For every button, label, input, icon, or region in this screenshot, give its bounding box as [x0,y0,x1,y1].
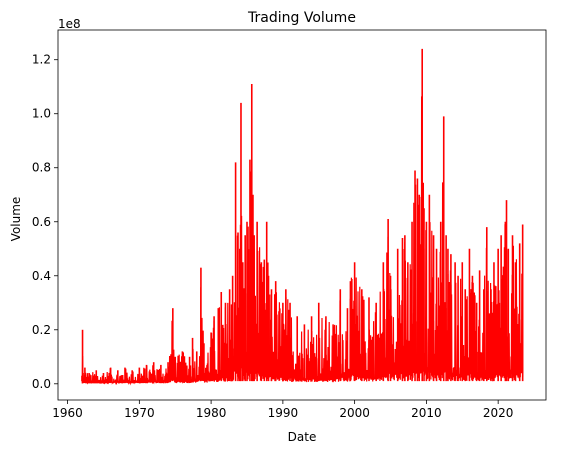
y-tick-label: 0.6 [32,215,51,229]
x-tick-label: 2000 [339,406,370,420]
x-tick-label: 2010 [411,406,442,420]
chart-title: Trading Volume [247,10,356,26]
x-tick-label: 1960 [52,406,83,420]
x-tick-label: 1970 [124,406,155,420]
y-tick-label: 0.0 [32,377,51,391]
y-offset-label: 1e8 [58,17,81,31]
x-tick-label: 1980 [196,406,227,420]
y-tick-label: 0.2 [32,323,51,337]
x-tick-label: 1990 [268,406,299,420]
y-tick-label: 0.8 [32,161,51,175]
y-tick-label: 1.2 [32,53,51,67]
x-axis-title: Date [288,430,317,444]
y-tick-label: 0.4 [32,269,51,283]
y-axis-title: Volume [9,197,23,242]
y-tick-label: 1.0 [32,107,51,121]
x-tick-label: 2020 [483,406,514,420]
